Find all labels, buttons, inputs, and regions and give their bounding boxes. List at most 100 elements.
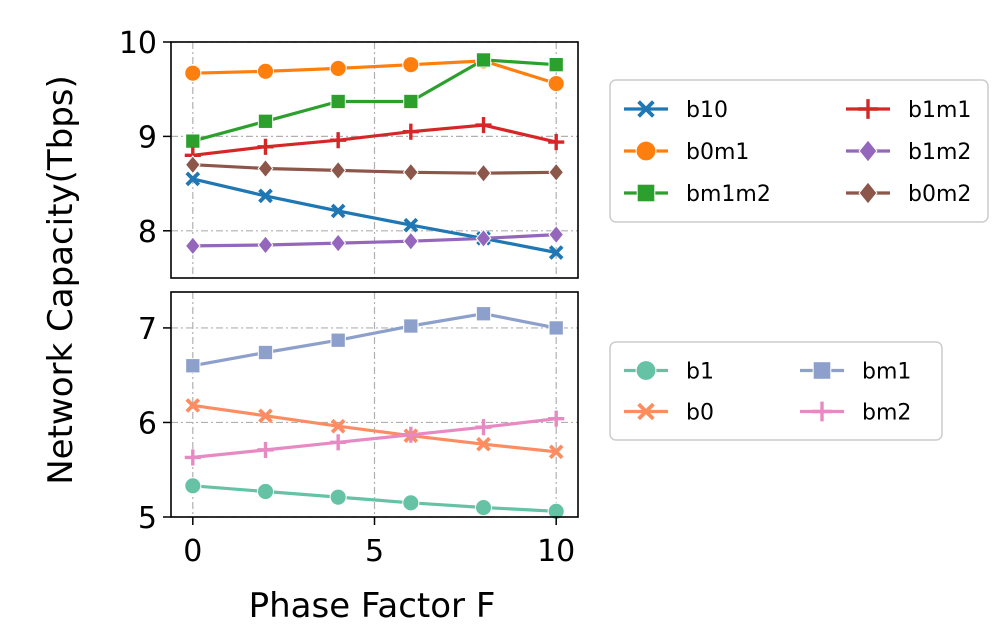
data-point-bm2-2: [330, 434, 347, 451]
series-b1m2: [184, 224, 565, 256]
legend-marker-bm2: [812, 401, 832, 422]
data-point-b0m2-3: [402, 162, 419, 182]
panel-bottom: 5 6 7: [138, 291, 579, 536]
y-tick-label-9: 9: [138, 120, 157, 155]
data-point-b0m2-2: [330, 160, 347, 181]
data-point-bm2-0: [184, 449, 201, 466]
data-point-bm1m2-2: [330, 93, 346, 110]
data-point-b10-3: [403, 217, 419, 233]
data-point-b0m1-5: [547, 74, 565, 93]
data-point-bm1-5: [548, 320, 564, 336]
data-point-b10-0: [185, 171, 201, 187]
data-point-b1m1-5: [548, 134, 565, 151]
legend-entry-b1m2: b1m2: [846, 139, 971, 165]
data-point-b10-5: [548, 245, 564, 260]
legend-label-bm1: bm1: [862, 360, 911, 385]
data-point-b1-0: [184, 477, 202, 495]
legend-bottom: b1 b0 bm1 bm2: [609, 341, 943, 441]
data-point-b1m1-4: [475, 117, 492, 134]
data-point-b1-4: [474, 498, 493, 517]
series-line-b0m2: [192, 163, 557, 175]
data-point-b10-1: [258, 188, 273, 204]
series-line-bm2: [192, 417, 557, 459]
data-point-b0-5: [548, 444, 564, 460]
data-point-bm1-2: [330, 332, 346, 348]
legend-entry-bm1m2: bm1m2: [624, 182, 771, 207]
legends: b10 b0m1 bm1m2 b1m1 b1m2 b0m2 b1 b0 bm1 bm2: [609, 79, 989, 441]
data-point-bm2-3: [402, 426, 419, 443]
data-point-b1m1-3: [402, 123, 419, 140]
data-point-b0-2: [330, 418, 346, 434]
legend-entry-b10: b10: [624, 98, 728, 123]
series-b0m1: [184, 52, 565, 93]
y-tick-label-8: 8: [138, 215, 157, 250]
data-point-b0m2-0: [184, 155, 201, 175]
legend-label-b0: b0: [686, 401, 714, 426]
legend-marker-b0m1: [635, 140, 657, 162]
legend-entry-bm1: bm1: [800, 360, 911, 385]
series-line-b1: [192, 484, 557, 513]
x-axis: 0 5 10: [183, 517, 575, 569]
legend-entry-b1m1: b1m1: [846, 98, 971, 123]
series-bm1m2: [185, 52, 564, 149]
legend-entry-b1: b1: [624, 360, 714, 385]
legend-box-bottom: [609, 341, 943, 441]
data-point-bm1m2-3: [403, 93, 419, 110]
legend-label-b10: b10: [686, 98, 728, 123]
legend-label-b0m1: b0m1: [686, 140, 749, 165]
data-point-b0-4: [476, 436, 491, 452]
series-line-b0: [192, 403, 557, 454]
data-point-bm1m2-1: [257, 113, 274, 129]
data-point-bm1-0: [185, 358, 201, 374]
x-tick-label-0: 0: [183, 534, 202, 569]
x-tick-label-5: 5: [365, 534, 384, 569]
data-point-b1-2: [329, 488, 347, 506]
legend-label-b1m1: b1m1: [908, 98, 971, 123]
data-point-bm2-1: [257, 441, 274, 458]
data-point-b0m2-5: [548, 162, 565, 182]
series-b1: [184, 477, 565, 520]
data-point-b0m1-1: [256, 62, 275, 80]
data-point-bm1-4: [475, 306, 492, 322]
legend-label-b1m2: b1m2: [908, 140, 971, 165]
data-point-b0m1-3: [402, 56, 420, 74]
x-tick-label-10: 10: [537, 534, 575, 569]
panel-top: 8 9 10: [119, 26, 579, 279]
data-point-bm1m2-5: [548, 57, 564, 73]
legend-label-b0m2: b0m2: [908, 182, 971, 207]
y-tick-label-5: 5: [138, 501, 157, 536]
series-line-bm1: [192, 312, 557, 368]
legend-entry-b0m1: b0m1: [624, 140, 749, 165]
legend-box-top: [609, 79, 989, 223]
legend-top: b10 b0m1 bm1m2 b1m1 b1m2 b0m2: [609, 79, 989, 223]
data-point-b0m2-4: [475, 163, 492, 183]
legend-label-bm1m2: bm1m2: [686, 182, 771, 207]
series-bm1: [185, 306, 564, 374]
y-tick-label-6: 6: [138, 406, 157, 441]
data-point-b1m2-2: [330, 233, 347, 253]
panel-frame-top: [170, 41, 579, 279]
y-tick-label-10: 10: [119, 26, 157, 61]
data-point-b0m2-1: [257, 158, 274, 179]
legend-label-bm2: bm2: [862, 401, 911, 426]
series-line-b1m1: [192, 123, 557, 157]
legend-marker-bm1m2: [636, 183, 656, 203]
legend-entry-b0: b0: [624, 401, 714, 426]
data-point-b1m2-1: [257, 235, 274, 255]
legend-entry-b0m2: b0m2: [846, 181, 971, 207]
legend-marker-b0m2: [858, 181, 878, 205]
data-point-b1m1-1: [257, 138, 274, 155]
data-point-b10-2: [330, 203, 346, 219]
data-point-b0m1-0: [184, 64, 202, 82]
legend-entry-bm2: bm2: [800, 401, 911, 426]
data-point-b1-3: [402, 494, 420, 512]
y-axis-title: Network Capacity(Tbps): [41, 75, 81, 485]
data-point-b1m1-2: [330, 132, 347, 149]
series-b1m1: [184, 117, 565, 164]
series-bm2: [184, 410, 565, 466]
x-axis-title: Phase Factor F: [249, 586, 496, 626]
data-point-b0-1: [258, 408, 273, 424]
series-line-b10: [192, 177, 557, 255]
